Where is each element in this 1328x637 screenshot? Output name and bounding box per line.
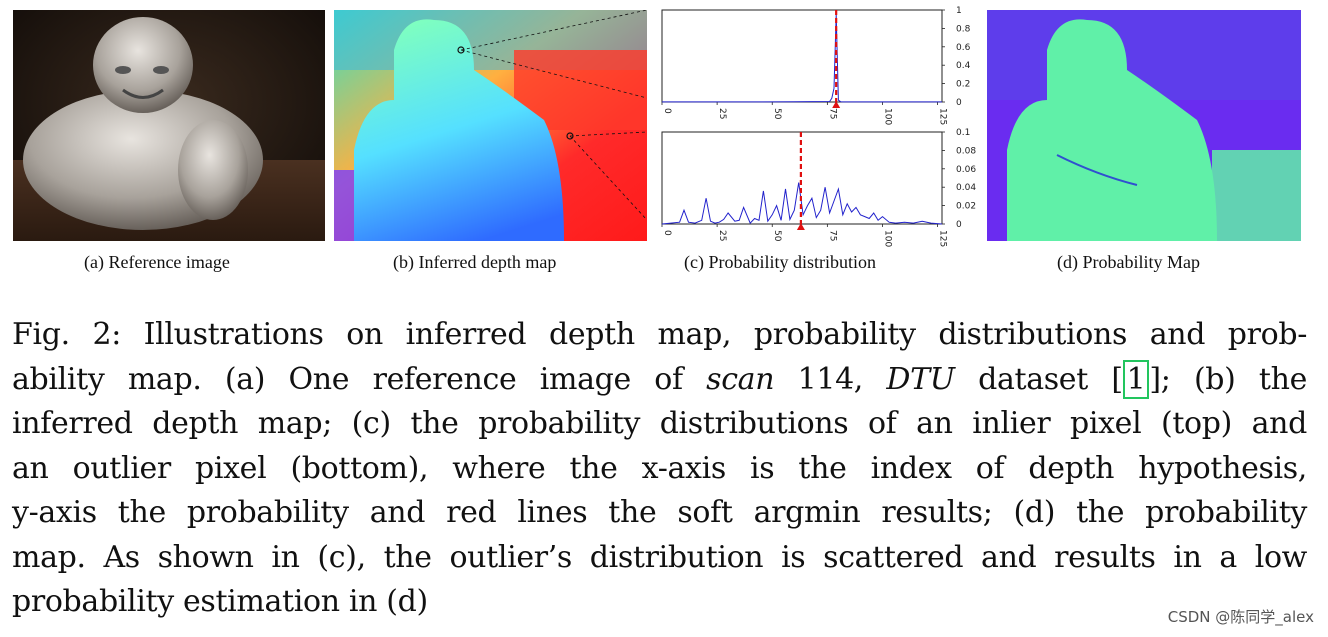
probability-distribution-charts: 0 25 50 75 100 125 1 0.8 0.6 0.4 0.2 0 0 25 50 75 100 125… bbox=[661, 6, 976, 247]
caption-line: Fig. 2: Illustrations on inferred depth … bbox=[12, 317, 1307, 352]
distribution-line bbox=[661, 182, 943, 225]
caption-line: map. As shown in (c), the outlier’s dist… bbox=[12, 539, 1307, 575]
plot-frame bbox=[661, 131, 943, 225]
x-tick-label: 100 bbox=[882, 108, 892, 125]
caption-text: ; (b) the bbox=[1160, 361, 1308, 397]
caption-line: ability map. (a) One reference image of … bbox=[12, 359, 1308, 399]
figure-caption: Fig. 2: Illustrations on inferred depth … bbox=[12, 313, 1307, 625]
depth-map-image bbox=[334, 10, 647, 241]
y-tick-label: 0.8 bbox=[956, 24, 971, 34]
citation-link[interactable]: 1 bbox=[1122, 359, 1150, 399]
caption-line: y-axis the probability and red lines the… bbox=[12, 495, 1307, 530]
caption-text: ability map. (a) One reference image of bbox=[12, 361, 707, 397]
caption-line: an outlier pixel (bottom), where the x-a… bbox=[12, 450, 1307, 486]
watermark: CSDN @陈同学_alex bbox=[1167, 608, 1314, 626]
subcaption-a: (a) Reference image bbox=[84, 252, 230, 272]
soft-argmin-marker bbox=[796, 223, 805, 230]
x-tick-label: 125 bbox=[938, 230, 948, 247]
distribution-line bbox=[662, 14, 942, 103]
caption-line: inferred depth map; (c) the probability … bbox=[12, 406, 1307, 441]
y-tick-label: 0.06 bbox=[956, 165, 976, 175]
x-tick-label: 75 bbox=[827, 230, 837, 241]
y-tick-label: 0.1 bbox=[956, 128, 970, 138]
caption-line: probability estimation in (d) bbox=[12, 584, 428, 619]
y-tick-label: 0.2 bbox=[956, 80, 970, 90]
subcaption-c: (c) Probability distribution bbox=[684, 252, 876, 272]
plot-frame bbox=[661, 9, 943, 103]
x-tick-label: 0 bbox=[662, 108, 672, 114]
x-tick-label: 75 bbox=[827, 108, 837, 119]
caption-italic-scan: scan bbox=[706, 361, 775, 397]
subcaption-b: (b) Inferred depth map bbox=[393, 252, 557, 272]
x-tick-label: 25 bbox=[717, 108, 727, 119]
x-tick-label: 100 bbox=[882, 230, 892, 247]
x-tick-label: 25 bbox=[717, 230, 727, 241]
subcaption-d: (d) Probability Map bbox=[1057, 252, 1200, 272]
x-tick-label: 50 bbox=[772, 230, 782, 242]
y-tick-label: 0 bbox=[956, 220, 962, 230]
x-tick-label: 0 bbox=[662, 230, 672, 236]
y-tick-label: 0.4 bbox=[956, 61, 971, 71]
y-tick-label: 0.04 bbox=[956, 183, 976, 193]
y-tick-label: 1 bbox=[956, 6, 962, 16]
y-tick-label: 0 bbox=[956, 98, 962, 108]
x-tick-label: 125 bbox=[938, 108, 948, 125]
y-tick-label: 0.6 bbox=[956, 43, 971, 53]
soft-argmin-marker bbox=[832, 101, 841, 108]
caption-italic-dtu: DTU bbox=[886, 361, 955, 397]
probability-map-image bbox=[987, 10, 1301, 241]
caption-text: 114, bbox=[774, 361, 887, 397]
y-tick-label: 0.02 bbox=[956, 202, 976, 212]
reference-image bbox=[13, 10, 325, 241]
caption-text: dataset bbox=[954, 361, 1112, 397]
x-tick-label: 50 bbox=[772, 108, 782, 120]
y-tick-label: 0.08 bbox=[956, 146, 976, 156]
